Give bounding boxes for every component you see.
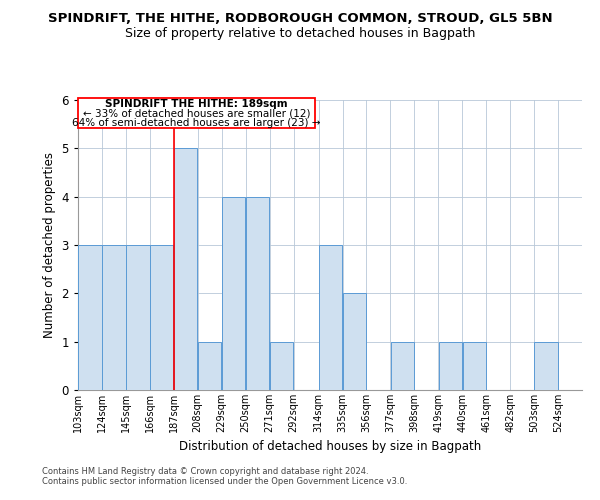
Bar xyxy=(535,342,558,390)
Text: SPINDRIFT THE HITHE: 189sqm: SPINDRIFT THE HITHE: 189sqm xyxy=(105,99,288,109)
X-axis label: Distribution of detached houses by size in Bagpath: Distribution of detached houses by size … xyxy=(179,440,481,454)
Text: Contains public sector information licensed under the Open Government Licence v3: Contains public sector information licen… xyxy=(42,477,407,486)
Text: Size of property relative to detached houses in Bagpath: Size of property relative to detached ho… xyxy=(125,28,475,40)
Bar xyxy=(463,342,486,390)
Bar xyxy=(319,245,342,390)
Bar xyxy=(439,342,462,390)
Bar xyxy=(270,342,293,390)
Bar xyxy=(198,342,221,390)
Bar xyxy=(391,342,414,390)
Bar xyxy=(174,148,197,390)
Bar xyxy=(102,245,125,390)
Bar xyxy=(126,245,149,390)
Bar xyxy=(343,294,366,390)
Text: Contains HM Land Registry data © Crown copyright and database right 2024.: Contains HM Land Registry data © Crown c… xyxy=(42,467,368,476)
Bar xyxy=(78,245,101,390)
Text: SPINDRIFT, THE HITHE, RODBOROUGH COMMON, STROUD, GL5 5BN: SPINDRIFT, THE HITHE, RODBOROUGH COMMON,… xyxy=(47,12,553,26)
Bar xyxy=(150,245,173,390)
Y-axis label: Number of detached properties: Number of detached properties xyxy=(43,152,56,338)
FancyBboxPatch shape xyxy=(78,98,315,128)
Text: 64% of semi-detached houses are larger (23) →: 64% of semi-detached houses are larger (… xyxy=(73,118,321,128)
Bar xyxy=(246,196,269,390)
Text: ← 33% of detached houses are smaller (12): ← 33% of detached houses are smaller (12… xyxy=(83,108,310,118)
Bar xyxy=(222,196,245,390)
